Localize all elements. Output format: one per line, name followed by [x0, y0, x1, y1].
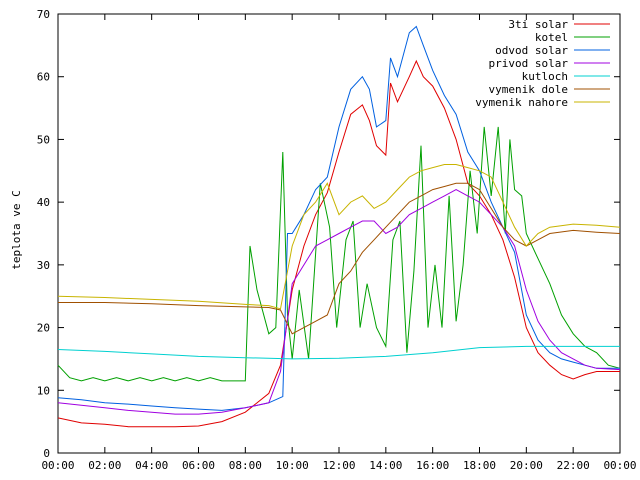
y-tick-label: 70 [37, 8, 50, 21]
x-tick-label: 14:00 [369, 459, 402, 472]
legend-label: privod solar [489, 57, 569, 70]
series-line-vymenik-nahore [57, 164, 621, 310]
y-tick-label: 40 [37, 196, 50, 209]
series-line-privod-solar [57, 189, 621, 415]
series-line-3ti-solar [57, 59, 620, 428]
x-tick-label: 18:00 [463, 459, 496, 472]
y-tick-label: 50 [37, 133, 50, 146]
y-tick-label: 10 [37, 384, 50, 397]
legend-label: odvod solar [495, 44, 568, 57]
series-line-kotel [57, 126, 621, 382]
legend-label: kutloch [522, 70, 568, 83]
x-tick-label: 06:00 [182, 459, 215, 472]
x-tick-label: 08:00 [229, 459, 262, 472]
legend-label: 3ti solar [508, 18, 568, 31]
y-tick-label: 30 [37, 259, 50, 272]
y-tick-label: 20 [37, 322, 50, 335]
series-line-vymenik-dole [58, 182, 621, 335]
x-tick-label: 12:00 [322, 459, 355, 472]
x-tick-label: 04:00 [135, 459, 168, 472]
y-tick-label: 60 [37, 71, 50, 84]
y-axis-label: teplota ve C [10, 190, 23, 269]
legend-label: vymenik nahore [475, 96, 568, 109]
x-tick-label: 16:00 [416, 459, 449, 472]
x-tick-label: 02:00 [88, 459, 121, 472]
x-axis-ticks: 00:00 02:00 04:00 06:00 08:00 10:00 12:00 14:00… [41, 14, 637, 472]
series-line-kutloch [57, 345, 620, 360]
x-tick-label: 22:00 [557, 459, 590, 472]
x-tick-label: 00:00 [41, 459, 74, 472]
series-lines [57, 25, 621, 428]
x-tick-label: 00:00 [603, 459, 636, 472]
y-tick-label: 0 [43, 447, 50, 460]
y-axis-ticks: 0 10 20 30 40 50 60 70 [37, 8, 620, 460]
x-tick-label: 20:00 [510, 459, 543, 472]
legend-label: kotel [535, 31, 568, 44]
series-line-odvod-solar [57, 25, 620, 411]
legend-label: vymenik dole [489, 83, 568, 96]
x-tick-label: 10:00 [276, 459, 309, 472]
